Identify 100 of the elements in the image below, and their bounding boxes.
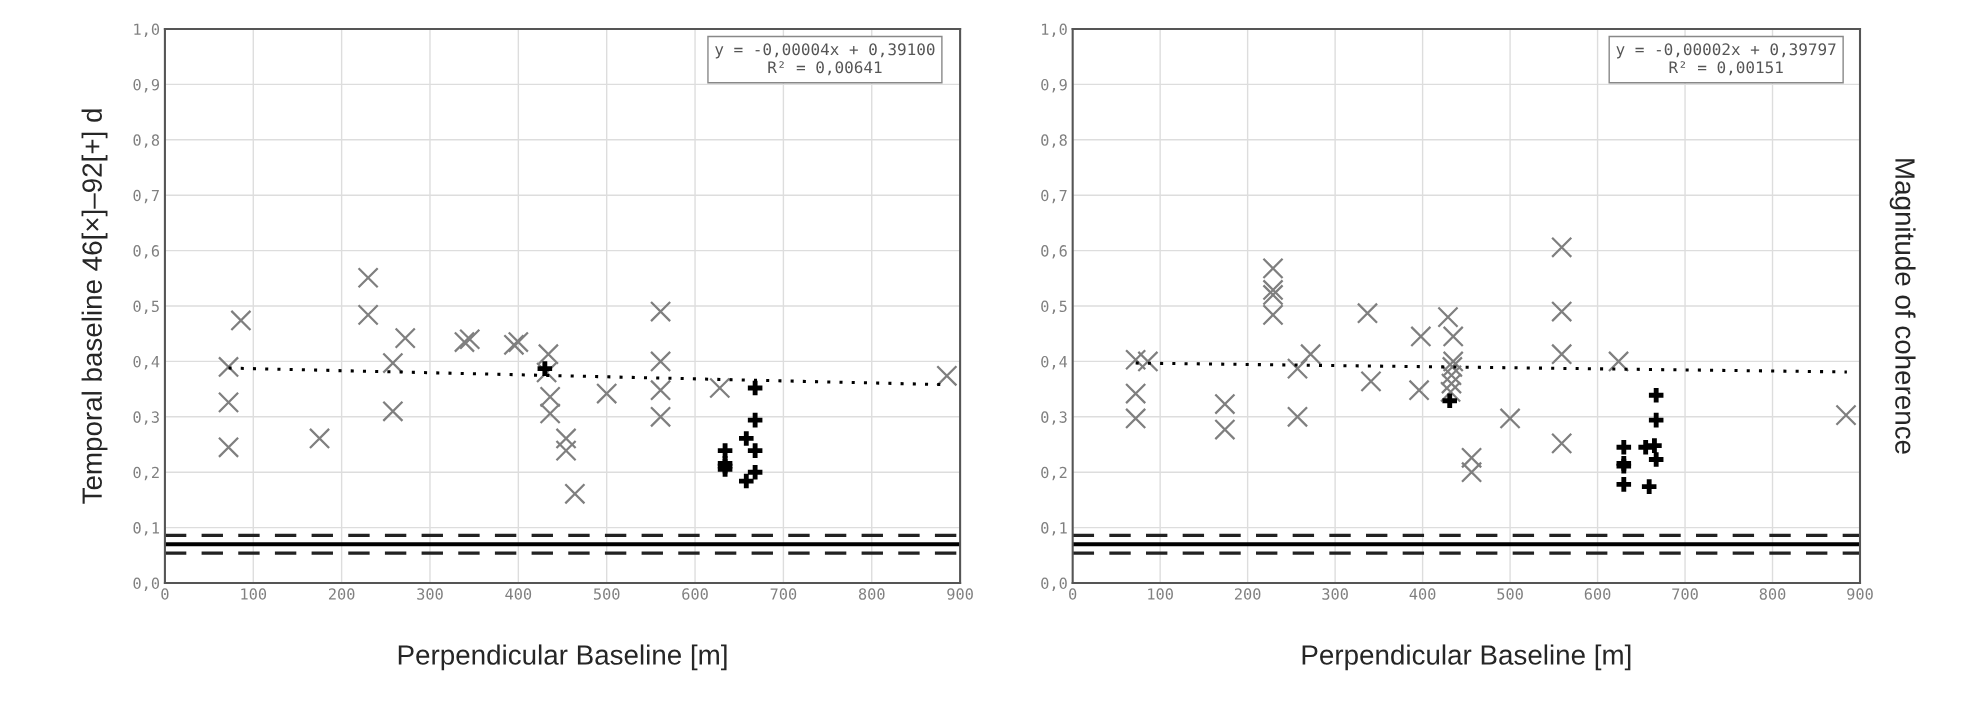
point [1638,440,1653,455]
point [535,361,558,384]
y-tick-label: 0,1 [133,522,160,536]
point [503,334,525,356]
x-tick-label: 500 [1497,588,1523,600]
y-axis-title: Magnitude of coherence [1889,159,1916,454]
point [1124,349,1147,371]
point [1286,357,1309,380]
point [217,436,240,458]
point [459,328,481,350]
x-tick-label: 600 [1584,588,1611,600]
point [1360,370,1382,393]
x-tick-label: 200 [328,588,355,600]
point [739,473,754,489]
point [1551,300,1573,323]
point [1440,364,1463,386]
point [217,391,240,414]
x-tick-label: 900 [1847,588,1873,600]
point [747,443,763,458]
point [649,379,672,401]
point [357,267,379,289]
point [936,365,958,387]
point [1262,279,1284,301]
point [1499,407,1521,430]
point [1214,418,1236,441]
point [507,331,530,353]
point [537,361,553,376]
point [1551,343,1573,365]
x-tick-label: 300 [1322,588,1348,600]
x-tick-label: 700 [1672,588,1698,600]
x-tick-label: 500 [593,588,620,600]
x-tick-label: 400 [505,588,532,600]
y-tick-label: 0,5 [133,300,159,314]
point [537,343,560,365]
point [649,350,672,373]
x-tick-label: 0 [1069,588,1077,600]
point [1460,461,1483,483]
point [1835,404,1857,426]
y-tick-label: 0,6 [1041,245,1067,259]
y-tick-label: 0,9 [133,78,160,93]
point [1648,387,1664,403]
point [1616,440,1632,455]
point [1299,343,1322,365]
y-tick-label: 0,0 [1041,577,1067,591]
point [649,300,672,323]
point [1648,452,1664,467]
y-tick-label: 0,2 [133,466,159,481]
point [1439,381,1462,403]
point [1137,350,1159,373]
y-tick-label: 0,8 [133,134,160,148]
point [539,386,561,408]
y-tick-label: 0,5 [1041,300,1067,314]
annotation: y = -0,00004x + 0,39100 R² = 0,00641 [715,43,935,76]
point [1641,479,1657,494]
point [1440,372,1463,395]
point [1607,350,1630,373]
y-tick-label: 1,0 [1042,23,1067,37]
point [1616,477,1632,492]
point [1442,325,1464,348]
point [564,483,586,505]
x-tick-label: 100 [1148,588,1173,600]
point [230,309,252,332]
point [1441,356,1464,378]
y-tick-label: 0,7 [1041,189,1067,204]
point [394,327,416,349]
point [709,377,731,399]
point [1551,432,1573,455]
x-tick-label: 800 [858,588,885,600]
y-tick-label: 0,6 [133,245,160,259]
point [453,331,476,353]
y-tick-label: 0,8 [1041,134,1067,148]
point [555,439,577,462]
point [1262,304,1284,326]
point [217,356,240,378]
point [1442,393,1458,409]
point [1214,393,1236,415]
x-tick-label: 600 [682,588,708,600]
x-tick-label: 800 [1759,588,1786,600]
point [1286,406,1309,428]
x-tick-label: 900 [947,588,973,600]
y-tick-label: 0,4 [1041,355,1068,370]
y-tick-label: 0,2 [1041,466,1067,481]
x-tick-label: 300 [417,588,443,600]
y-tick-label: 0,4 [133,355,160,370]
x-axis-title: Perpendicular Baseline [m] [398,644,727,671]
point [308,427,331,450]
x-tick-label: 200 [1234,588,1261,600]
x-tick-label: 0 [161,588,169,600]
point [1551,236,1573,258]
point [1408,379,1430,401]
point [1262,257,1284,280]
point [1460,447,1483,469]
point [1124,382,1147,405]
y-tick-label: 0,3 [1041,411,1067,425]
x-tick-label: 100 [241,588,267,600]
point [539,402,561,425]
x-axis-title: Perpendicular Baseline [m] [1302,644,1631,671]
x-tick-label: 400 [1409,588,1436,600]
point [382,352,404,374]
x-tick-label: 700 [770,588,797,600]
